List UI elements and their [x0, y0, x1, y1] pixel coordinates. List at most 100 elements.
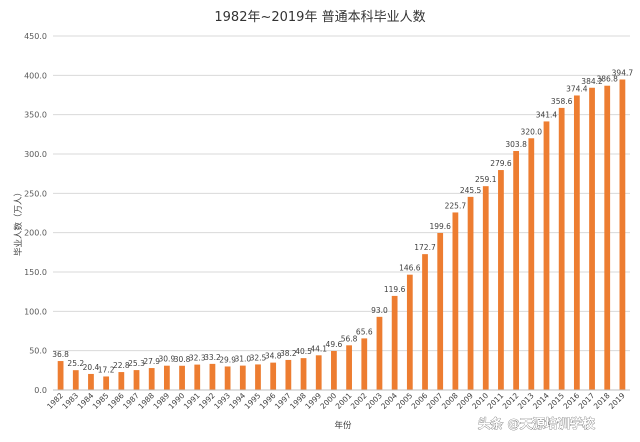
bar	[239, 365, 246, 390]
data-label: 384.2	[581, 77, 603, 86]
data-label: 25.3	[128, 359, 145, 368]
x-tick-label: 2003	[364, 391, 384, 411]
x-tick-label: 1986	[106, 391, 126, 411]
bar	[194, 364, 201, 390]
x-tick-label: 1988	[136, 391, 156, 411]
y-axis-ticks: 0.0 50.0 100.0 150.0 200.0 250.0 300.0 350.0 400…	[24, 32, 47, 395]
x-tick-label: 1989	[151, 391, 171, 411]
x-tick-label: 1985	[91, 391, 111, 411]
gridlines	[53, 35, 630, 352]
bar	[467, 196, 474, 390]
bar	[619, 79, 626, 390]
data-label: 225.7	[445, 201, 467, 210]
bar	[133, 370, 140, 390]
data-label: 172.7	[414, 243, 436, 252]
x-tick-label: 2006	[410, 391, 430, 411]
data-labels: 36.825.220.417.222.825.327.930.930.832.3…	[52, 69, 633, 375]
x-tick-label: 2016	[561, 391, 581, 411]
bar	[452, 212, 459, 390]
y-tick-label: 450.0	[24, 32, 47, 41]
bar	[57, 361, 64, 390]
y-tick-label: 400.0	[24, 71, 47, 80]
bar	[604, 85, 611, 390]
x-tick-label: 1994	[227, 391, 247, 411]
bars	[57, 79, 626, 391]
bar	[346, 345, 352, 390]
x-tick-label: 1990	[167, 391, 187, 411]
y-axis-label: 毕业人数（万人）	[13, 188, 24, 256]
data-label: 31.0	[234, 355, 251, 364]
x-tick-label: 2018	[592, 391, 612, 411]
bar	[315, 355, 322, 390]
x-axis-ticks: 1982198319841985198619871988198919901991…	[45, 391, 627, 411]
data-label: 93.0	[371, 306, 388, 315]
x-tick-label: 2008	[440, 391, 460, 411]
x-tick-label: 1996	[258, 391, 278, 411]
data-label: 56.8	[341, 334, 358, 343]
x-tick-label: 1998	[288, 391, 308, 411]
bar	[482, 186, 489, 390]
x-tick-label: 2012	[501, 391, 521, 411]
data-label: 386.8	[596, 75, 618, 84]
x-axis-label: 年份	[334, 420, 352, 431]
data-label: 245.5	[460, 186, 482, 195]
y-tick-label: 0.0	[34, 386, 47, 395]
y-tick-label: 250.0	[24, 189, 47, 198]
data-label: 44.1	[310, 344, 327, 353]
bar	[391, 295, 398, 390]
y-tick-label: 50.0	[29, 347, 47, 356]
data-label: 38.2	[280, 349, 297, 358]
x-tick-label: 2019	[607, 391, 627, 411]
data-label: 259.1	[475, 175, 497, 184]
x-tick-label: 1995	[243, 391, 263, 411]
data-label: 36.8	[52, 350, 69, 359]
bar	[103, 376, 110, 390]
x-tick-label: 2007	[425, 391, 445, 411]
data-label: 27.9	[143, 357, 160, 366]
bar	[270, 362, 277, 390]
x-tick-label: 1983	[60, 391, 80, 411]
chart-title: 1982年~2019年 普通本科毕业人数	[214, 10, 425, 25]
data-label: 30.8	[174, 355, 191, 364]
bar	[589, 87, 595, 390]
data-label: 20.4	[83, 363, 100, 372]
x-tick-label: 2009	[455, 391, 475, 411]
data-label: 29.9	[219, 355, 236, 364]
x-tick-label: 1987	[121, 391, 141, 411]
data-label: 34.8	[265, 352, 282, 361]
x-tick-label: 1993	[212, 391, 232, 411]
data-label: 320.0	[521, 127, 543, 136]
data-label: 341.4	[536, 110, 558, 119]
data-label: 17.2	[98, 365, 115, 374]
data-label: 65.6	[356, 327, 373, 336]
data-label: 358.6	[551, 97, 573, 106]
data-label: 119.6	[384, 285, 406, 294]
x-tick-label: 1982	[45, 391, 65, 411]
data-label: 199.6	[429, 222, 451, 231]
x-tick-label: 2017	[577, 391, 597, 411]
x-tick-label: 2013	[516, 391, 536, 411]
bar	[437, 232, 444, 390]
x-tick-label: 2001	[334, 391, 354, 411]
x-tick-label: 1991	[182, 391, 202, 411]
x-tick-label: 2011	[485, 391, 505, 411]
bar	[148, 368, 155, 390]
data-label: 25.2	[67, 359, 84, 368]
bar	[285, 359, 292, 390]
bar	[255, 364, 261, 390]
bar	[300, 358, 307, 390]
bar	[543, 121, 550, 390]
data-label: 32.5	[250, 353, 267, 362]
bar	[422, 254, 428, 390]
bar	[224, 366, 231, 390]
x-tick-label: 2000	[318, 391, 338, 411]
data-label: 22.8	[113, 361, 130, 370]
bar	[118, 372, 125, 390]
x-tick-label: 2005	[394, 391, 414, 411]
x-tick-label: 1992	[197, 391, 217, 411]
data-label: 279.6	[490, 159, 512, 168]
data-label: 32.3	[189, 354, 206, 363]
bar	[573, 95, 580, 391]
x-tick-label: 2010	[470, 391, 490, 411]
